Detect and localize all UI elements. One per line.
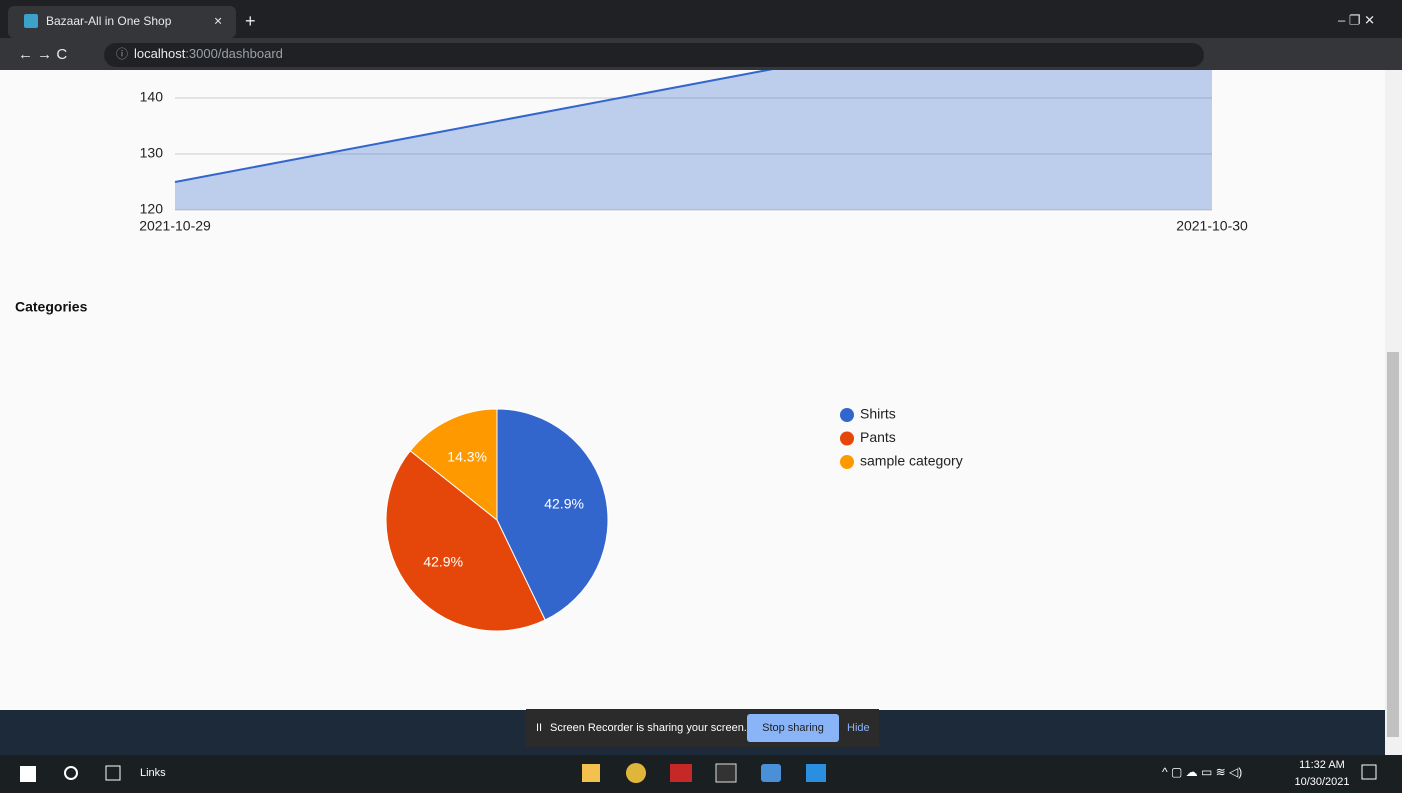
legend-label: sample category [860, 453, 963, 469]
legend-label: Pants [860, 429, 896, 445]
scrollbar-thumb[interactable] [1387, 352, 1399, 737]
hide-link[interactable]: Hide [847, 722, 870, 734]
info-icon: ⓘ [116, 47, 128, 61]
y-tick-label: 120 [140, 201, 164, 217]
x-tick-label: 2021-10-29 [139, 218, 211, 234]
url-path: :3000/dashboard [185, 46, 283, 61]
nav-buttons[interactable]: ← → C [18, 46, 67, 63]
tab-icon [24, 14, 38, 28]
app-vscode[interactable] [806, 764, 826, 782]
legend-label: Shirts [860, 406, 896, 422]
app-terminal[interactable] [716, 764, 736, 782]
slice-label: 42.9% [544, 495, 584, 511]
app-ruby[interactable] [670, 764, 692, 782]
legend-swatch [840, 408, 854, 422]
y-tick-label: 130 [140, 145, 164, 161]
app-explorer[interactable] [582, 764, 600, 782]
clock-time: 11:32 AM [1299, 759, 1345, 771]
app-chrome[interactable] [626, 763, 646, 783]
slice-label: 42.9% [423, 554, 463, 570]
url-host: localhost [134, 46, 186, 61]
tray-icons[interactable]: ^ ▢ ☁ ▭ ≋ ◁) [1162, 765, 1242, 779]
links-toolbar[interactable]: Links [140, 767, 166, 779]
stop-sharing-label: Stop sharing [762, 722, 824, 734]
tab-title: Bazaar-All in One Shop [46, 14, 172, 28]
clock-date: 10/30/2021 [1294, 776, 1349, 788]
window-controls[interactable]: – ❐ ✕ [1338, 12, 1375, 27]
screen: Bazaar-All in One Shop × + – ❐ ✕ ← → C ⓘ… [0, 0, 1402, 793]
legend-swatch [840, 432, 854, 446]
x-tick-label: 2021-10-30 [1176, 218, 1248, 234]
start-button[interactable] [20, 766, 36, 782]
app-recorder[interactable] [761, 764, 781, 782]
slice-label: 14.3% [447, 449, 487, 465]
url: localhost:3000/dashboard [134, 46, 283, 61]
section-title: Categories [15, 299, 88, 315]
share-message: Screen Recorder is sharing your screen. [550, 722, 747, 734]
pause-icon: II [536, 722, 542, 734]
y-tick-label: 140 [140, 89, 164, 105]
new-tab[interactable]: + [245, 11, 256, 31]
tab-close[interactable]: × [214, 13, 222, 29]
legend-swatch [840, 455, 854, 469]
